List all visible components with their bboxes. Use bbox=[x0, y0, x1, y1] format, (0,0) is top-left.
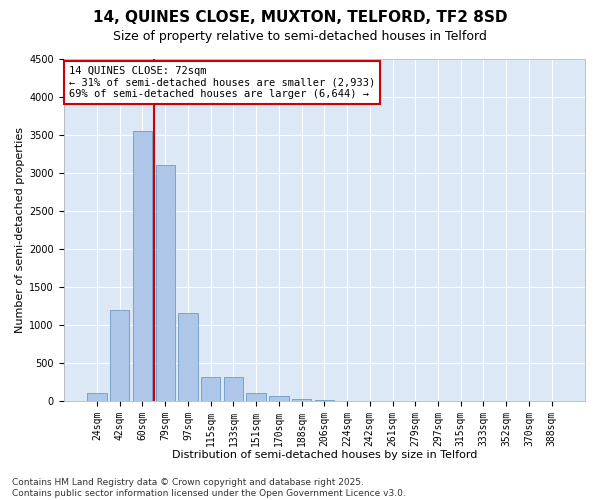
Text: 14 QUINES CLOSE: 72sqm
← 31% of semi-detached houses are smaller (2,933)
69% of : 14 QUINES CLOSE: 72sqm ← 31% of semi-det… bbox=[69, 66, 375, 99]
X-axis label: Distribution of semi-detached houses by size in Telford: Distribution of semi-detached houses by … bbox=[172, 450, 477, 460]
Text: Contains HM Land Registry data © Crown copyright and database right 2025.
Contai: Contains HM Land Registry data © Crown c… bbox=[12, 478, 406, 498]
Text: 14, QUINES CLOSE, MUXTON, TELFORD, TF2 8SD: 14, QUINES CLOSE, MUXTON, TELFORD, TF2 8… bbox=[93, 10, 507, 25]
Bar bbox=[155, 166, 175, 401]
Bar bbox=[133, 131, 152, 401]
Bar bbox=[110, 310, 130, 401]
Text: Size of property relative to semi-detached houses in Telford: Size of property relative to semi-detach… bbox=[113, 30, 487, 43]
Bar bbox=[224, 376, 243, 401]
Bar bbox=[88, 394, 107, 401]
Bar bbox=[178, 314, 197, 401]
Bar bbox=[247, 392, 266, 401]
Y-axis label: Number of semi-detached properties: Number of semi-detached properties bbox=[15, 127, 25, 333]
Bar bbox=[292, 400, 311, 401]
Bar bbox=[201, 376, 220, 401]
Bar bbox=[269, 396, 289, 401]
